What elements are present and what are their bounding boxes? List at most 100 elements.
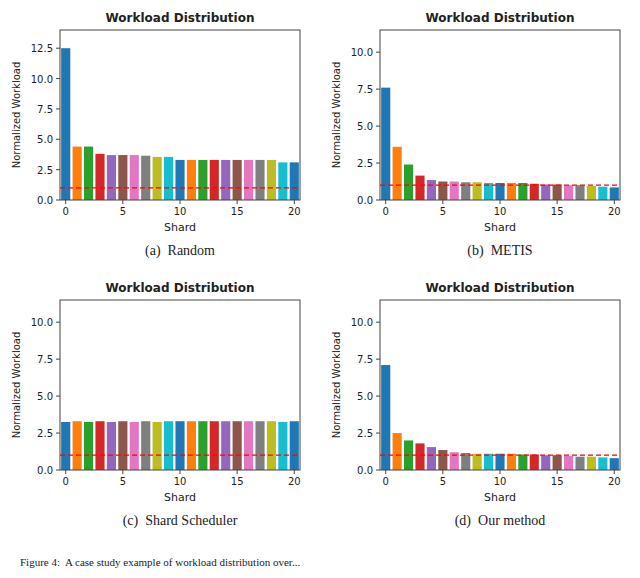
bar (153, 422, 162, 470)
figure-caption: Figure 4: A case study example of worklo… (20, 556, 300, 568)
bar (141, 156, 150, 200)
y-tick-label: 7.5 (37, 104, 53, 115)
x-tick (65, 470, 66, 474)
y-tick (56, 396, 60, 397)
bar (610, 458, 619, 470)
y-tick (376, 163, 380, 164)
bar (175, 160, 184, 200)
y-tick (376, 433, 380, 434)
bar (255, 160, 264, 200)
bar (518, 454, 527, 470)
x-tick-label: 15 (551, 206, 564, 217)
x-tick (294, 200, 295, 204)
x-tick-label: 5 (120, 206, 126, 217)
bar (393, 433, 402, 470)
bar (587, 457, 596, 470)
y-tick-label: 10.0 (351, 47, 373, 58)
y-tick-label: 10.0 (31, 317, 53, 328)
x-tick-label: 0 (383, 476, 389, 487)
bar (210, 160, 219, 200)
plot-frame (380, 30, 620, 200)
x-tick-label: 5 (440, 206, 446, 217)
bar (404, 165, 413, 200)
x-axis-label: Shard (164, 491, 196, 504)
bar (393, 147, 402, 200)
bar (473, 454, 482, 470)
x-tick-label: 10 (494, 206, 507, 217)
y-tick (56, 433, 60, 434)
x-axis-label: Shard (164, 221, 196, 234)
bar (130, 422, 139, 470)
bar (530, 184, 539, 200)
x-tick (442, 200, 443, 204)
subplot-label: (a) Random (145, 243, 215, 259)
plot-area (60, 421, 300, 470)
bar (95, 154, 104, 200)
bar (73, 421, 82, 470)
plot-frame (60, 30, 300, 200)
x-tick (65, 200, 66, 204)
y-tick (376, 359, 380, 360)
y-tick-label: 10.0 (351, 317, 373, 328)
title: Workload Distribution (426, 281, 575, 295)
x-tick (294, 470, 295, 474)
y-tick (376, 200, 380, 201)
x-tick-label: 20 (288, 476, 301, 487)
subplot-label: (d) Our method (455, 513, 546, 529)
bar (427, 180, 436, 200)
plot-frame (60, 300, 300, 470)
bar (381, 365, 390, 470)
bar (198, 160, 207, 200)
bar (530, 454, 539, 470)
x-tick-label: 0 (383, 206, 389, 217)
y-tick-label: 2.5 (37, 428, 53, 439)
y-tick-label: 5.0 (357, 121, 373, 132)
bar (415, 176, 424, 200)
y-axis-label: Normalized Workload (11, 62, 22, 169)
y-tick-label: 7.5 (37, 354, 53, 365)
panel: 0.02.55.07.510.005101520Workload Distrib… (331, 11, 621, 259)
y-tick (376, 52, 380, 53)
bar (153, 157, 162, 200)
x-tick (237, 470, 238, 474)
y-tick (376, 89, 380, 90)
x-tick-label: 20 (608, 476, 621, 487)
y-tick (56, 169, 60, 170)
x-tick-label: 20 (608, 206, 621, 217)
y-tick (376, 470, 380, 471)
x-tick-label: 15 (231, 476, 244, 487)
x-tick-label: 10 (174, 206, 187, 217)
bar (278, 422, 287, 470)
x-axis-label: Shard (484, 221, 516, 234)
plot-area (380, 365, 620, 470)
bar (84, 422, 93, 470)
x-tick-label: 0 (63, 476, 69, 487)
bar (450, 182, 459, 200)
plot-frame (380, 300, 620, 470)
bar (164, 421, 173, 470)
bar (587, 186, 596, 200)
y-axis-label: Normalized Workload (331, 62, 342, 169)
bar (267, 160, 276, 200)
bar (598, 457, 607, 470)
bar (187, 421, 196, 470)
bar (95, 421, 104, 470)
bar (541, 184, 550, 200)
bar (130, 155, 139, 200)
y-tick-label: 5.0 (37, 134, 53, 145)
bar (61, 422, 70, 470)
x-tick (500, 200, 501, 204)
y-tick (56, 78, 60, 79)
bar (118, 155, 127, 200)
x-tick (557, 200, 558, 204)
bar (255, 421, 264, 470)
bar (61, 48, 70, 200)
panel: 0.02.55.07.510.005101520Workload Distrib… (331, 281, 621, 529)
bar (118, 421, 127, 470)
x-tick-label: 20 (288, 206, 301, 217)
bar (84, 147, 93, 200)
x-tick-label: 5 (440, 476, 446, 487)
x-tick (385, 200, 386, 204)
x-tick (122, 470, 123, 474)
y-axis-label: Normalized Workload (11, 332, 22, 439)
